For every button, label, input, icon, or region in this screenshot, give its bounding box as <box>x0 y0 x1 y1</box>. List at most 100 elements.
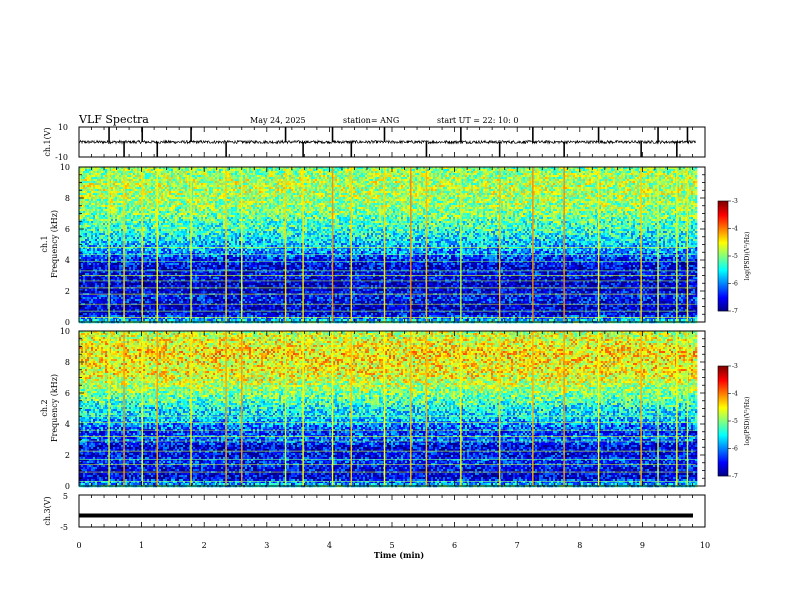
spectrogram-cell <box>525 171 527 173</box>
spectrogram-cell <box>269 169 271 171</box>
spectrogram-cell <box>365 171 367 173</box>
spectrogram-cell <box>483 179 485 181</box>
spectrogram-cell <box>693 171 695 173</box>
spectrogram-cell <box>353 181 355 183</box>
spectrogram-cell <box>315 179 317 181</box>
spectrogram-cell <box>637 177 639 179</box>
spectrogram-cell <box>449 177 451 179</box>
spectrogram-cell <box>235 179 237 181</box>
spectrogram-cell <box>131 179 133 181</box>
spectrogram-cell <box>313 171 315 173</box>
spectrogram-cell <box>689 171 691 173</box>
spectrogram-cell <box>341 177 343 179</box>
spectrogram-cell <box>275 171 277 173</box>
spectrogram-cell <box>337 173 339 175</box>
spectrogram-cell <box>147 179 149 181</box>
spectrogram-cell <box>233 173 235 175</box>
spectrogram-cell <box>463 175 465 177</box>
spectrogram-cell <box>235 169 237 171</box>
spectrogram-cell <box>429 175 431 177</box>
spectrogram-cell <box>269 175 271 177</box>
spectrogram-cell <box>273 179 275 181</box>
spectrogram-cell <box>357 179 359 181</box>
spectrogram-cell <box>91 181 93 183</box>
spectrogram-cell <box>293 175 295 177</box>
spectrogram-cell <box>665 173 667 175</box>
spectrogram-cell <box>255 171 257 173</box>
spectrogram-cell <box>611 173 613 175</box>
spectrogram-cell <box>271 181 273 183</box>
spectrogram-cell <box>575 179 577 181</box>
spectrogram-cell <box>355 173 357 175</box>
spectrogram-cell <box>217 169 219 171</box>
spectrogram-cell <box>253 179 255 181</box>
spectrogram-cell <box>185 181 187 183</box>
spectrogram-cell <box>413 171 415 173</box>
spectrogram-cell <box>221 173 223 175</box>
spectrogram-cell <box>149 173 151 175</box>
spectrogram-cell <box>663 173 665 175</box>
spectrogram-cell <box>307 173 309 175</box>
spectrogram-cell <box>581 179 583 181</box>
spectrogram-cell <box>359 181 361 183</box>
spectrogram-cell <box>521 175 523 177</box>
spectrogram-cell <box>387 173 389 175</box>
spectrogram-cell <box>651 173 653 175</box>
spectrogram-cell <box>217 173 219 175</box>
spectrogram-cell <box>295 169 297 171</box>
spectrogram-cell <box>135 179 137 181</box>
spectrogram-cell <box>361 177 363 179</box>
spectrogram-cell <box>299 171 301 173</box>
spectrogram-cell <box>643 175 645 177</box>
spectrogram-cell <box>493 177 495 179</box>
spectrogram-cell <box>627 173 629 175</box>
ch1-waveform-yaxis: 10 -10 <box>55 123 68 162</box>
spectrogram-cell <box>251 173 253 175</box>
spectrogram-cell <box>255 169 257 171</box>
spectrogram-cell <box>483 175 485 177</box>
spectrogram-cell <box>377 169 379 171</box>
spectrogram-cell <box>649 173 651 175</box>
spectrogram-cell <box>321 175 323 177</box>
spectrogram-cell <box>83 175 85 177</box>
spectrogram-cell <box>649 169 651 171</box>
spectrogram-cell <box>99 175 101 177</box>
spectrogram-cell <box>549 173 551 175</box>
spectrogram-cell <box>219 177 221 179</box>
spectrogram-cell <box>149 177 151 179</box>
spectrogram-cell <box>611 169 613 171</box>
spectrogram-cell <box>333 179 335 181</box>
spectrogram-cell <box>307 177 309 179</box>
spectrogram-cell <box>309 173 311 175</box>
spectrogram-cell <box>339 169 341 171</box>
spectrogram-cell <box>633 175 635 177</box>
spectrogram-cell <box>135 169 137 171</box>
spectrogram-cell <box>125 179 127 181</box>
spectrogram-cell <box>405 179 407 181</box>
spectrogram-cell <box>413 175 415 177</box>
spectrogram-cell <box>575 175 577 177</box>
spectrogram-cell <box>199 179 201 181</box>
spectrogram-cell <box>401 175 403 177</box>
spectrogram-cell <box>673 173 675 175</box>
spectrogram-cell <box>127 177 129 179</box>
spectrogram-cell <box>539 179 541 181</box>
spectrogram-cell <box>313 177 315 179</box>
spectrogram-cell <box>669 169 671 171</box>
spectrogram-cell <box>129 179 131 181</box>
spectrogram-cell <box>503 179 505 181</box>
spectrogram-cell <box>637 169 639 171</box>
spectrogram-cell <box>575 177 577 179</box>
spectrogram-cell <box>447 177 449 179</box>
spectrogram-cell <box>325 171 327 173</box>
spectrogram-cell <box>379 179 381 181</box>
spectrogram-cell <box>529 177 531 179</box>
spectrogram-cell <box>653 173 655 175</box>
spectrogram-cell <box>247 173 249 175</box>
spectrogram-cell <box>545 175 547 177</box>
spectrogram-cell <box>91 171 93 173</box>
spectrogram-cell <box>97 179 99 181</box>
spectrogram-cell <box>633 171 635 173</box>
spectrogram-cell <box>261 177 263 179</box>
spectrogram-cell <box>179 179 181 181</box>
